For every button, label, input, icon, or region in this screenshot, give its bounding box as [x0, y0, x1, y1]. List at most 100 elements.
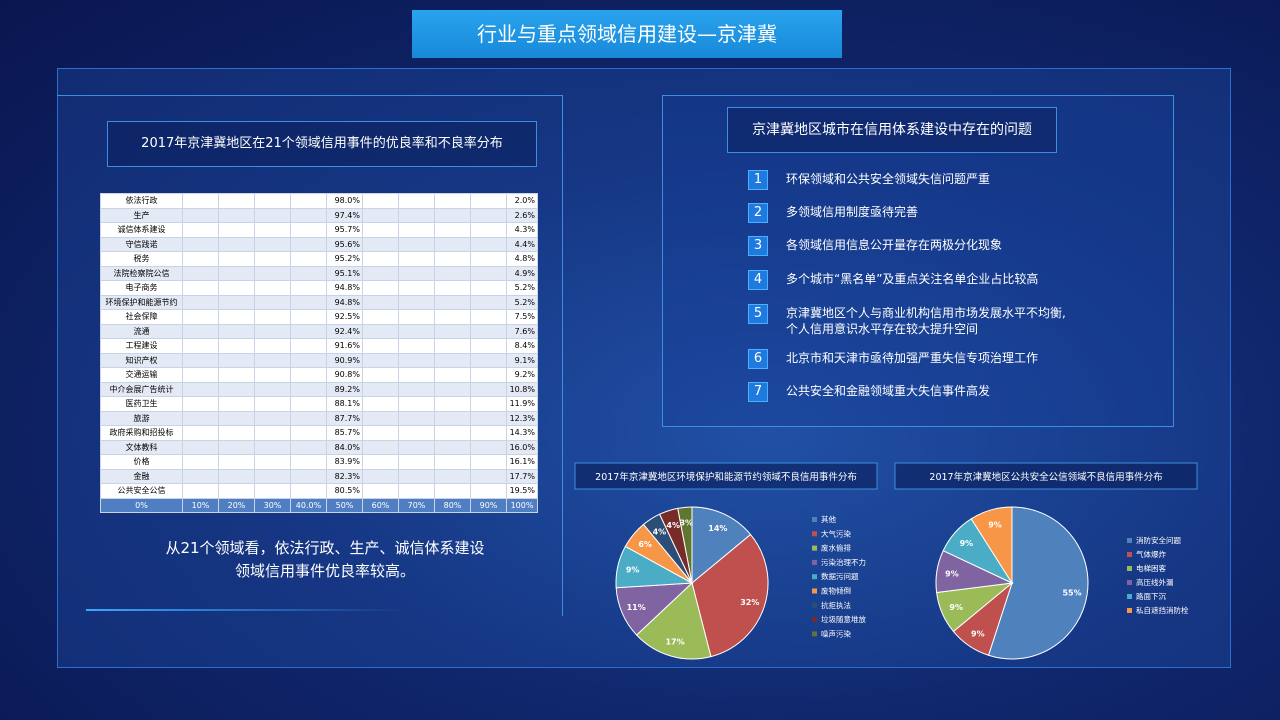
- table-row: 交通运输 90.8% 9.2%: [100, 367, 538, 383]
- table-cell: 法院检察院公信: [100, 265, 183, 281]
- empty-cell: [362, 352, 399, 368]
- legend-swatch: [1127, 538, 1132, 543]
- table-row: 公共安全公信 80.5% 19.5%: [100, 483, 538, 499]
- data-label: 9%: [945, 569, 959, 578]
- data-label: 11%: [627, 603, 646, 612]
- table-cell: 4.3%: [506, 222, 538, 238]
- data-label: 9%: [971, 629, 985, 638]
- legend-label: 污染治理不力: [821, 557, 866, 567]
- empty-cell: [182, 468, 219, 484]
- legend-label: 废物倾倒: [821, 586, 851, 596]
- axis-label: 60%: [362, 497, 399, 513]
- problem-number: 3: [748, 236, 768, 256]
- table-row: 法院检察院公信 95.1% 4.9%: [100, 265, 538, 281]
- empty-cell: [218, 352, 255, 368]
- table-cell: 文体教科: [100, 439, 183, 455]
- empty-cell: [434, 323, 471, 339]
- empty-cell: [218, 468, 255, 484]
- empty-cell: [362, 381, 399, 397]
- legend-label: 私自遮挡消防栓: [1136, 605, 1189, 615]
- table-cell: 97.4%: [326, 207, 363, 223]
- data-label: 3%: [679, 518, 693, 527]
- legend-swatch: [812, 602, 817, 608]
- data-label: 32%: [740, 598, 759, 607]
- axis-label: 20%: [218, 497, 255, 513]
- empty-cell: [398, 410, 435, 426]
- legend-swatch: [812, 559, 817, 565]
- table-wrap: 依法行政 98.0% 2.0% 生产 97.4% 2.6% 诚信体系建设 95.7% 4.3% 守…: [100, 193, 538, 513]
- table-cell: 10.8%: [506, 381, 538, 397]
- axis-label: 100%: [506, 497, 538, 513]
- legend-label: 抗拒执法: [821, 600, 851, 610]
- table-cell: 12.3%: [506, 410, 538, 426]
- data-label: 55%: [1062, 589, 1081, 598]
- axis-label: 0%: [100, 497, 183, 513]
- pie-title-box: [574, 462, 878, 490]
- problem-number: 4: [748, 270, 768, 290]
- table-cell: 2.6%: [506, 207, 538, 223]
- legend-swatch: [1127, 552, 1132, 557]
- empty-cell: [470, 207, 507, 223]
- table-cell: 诚信体系建设: [100, 222, 183, 238]
- legend-swatch: [1127, 594, 1132, 599]
- page-title: 行业与重点领域信用建设—京津冀: [412, 10, 842, 58]
- table-cell: 5.2%: [506, 294, 538, 310]
- table-cell: 90.9%: [326, 352, 363, 368]
- table-row: 守信践诺 95.6% 4.4%: [100, 236, 538, 252]
- empty-cell: [290, 468, 327, 484]
- note-line: 从21个领域看，依法行政、生产、诚信体系建设: [165, 539, 485, 557]
- table-row: 流通 92.4% 7.6%: [100, 323, 538, 339]
- legend-label: 大气污染: [821, 528, 851, 538]
- empty-cell: [398, 439, 435, 455]
- empty-cell: [254, 468, 291, 484]
- table-cell: 87.7%: [326, 410, 363, 426]
- data-label: 4%: [653, 528, 667, 537]
- table-cell: 依法行政: [100, 193, 183, 209]
- problem-title: 京津冀地区城市在信用体系建设中存在的问题: [727, 107, 1057, 153]
- legend-swatch: [812, 574, 817, 580]
- legend-label: 路面下沉: [1136, 591, 1166, 601]
- table-cell: 19.5%: [506, 483, 538, 499]
- data-label: 14%: [708, 524, 727, 533]
- pie-slice: [635, 582, 712, 660]
- empty-cell: [254, 439, 291, 455]
- divider: [86, 609, 406, 611]
- table-cell: 4.8%: [506, 251, 538, 267]
- table-cell: 95.1%: [326, 265, 363, 281]
- data-label: 6%: [638, 540, 652, 549]
- table-row: 中介会展广告统计 89.2% 10.8%: [100, 381, 538, 397]
- empty-cell: [434, 439, 471, 455]
- problem-line: 多领域信用制度亟待完善: [786, 205, 919, 219]
- table-cell: 95.6%: [326, 236, 363, 252]
- axis-row: 0% 10% 20% 30% 40.0% 50% 60% 70% 80% 90% 100%: [100, 497, 538, 513]
- pie-slice: [691, 533, 769, 658]
- data-label: 9%: [949, 603, 963, 612]
- legend-swatch: [1127, 580, 1132, 585]
- empty-cell: [398, 236, 435, 252]
- empty-cell: [218, 439, 255, 455]
- legend-label: 垃圾随意堆放: [821, 614, 866, 624]
- problem-line: 个人信用意识水平存在较大提升空间: [786, 322, 979, 336]
- table-title: 2017年京津冀地区在21个领域信用事件的优良率和不良率分布: [107, 121, 537, 167]
- table-row: 依法行政 98.0% 2.0%: [100, 193, 538, 209]
- legend-label: 噪声污染: [821, 628, 851, 638]
- legend-label: 其他: [821, 514, 836, 524]
- legend-swatch: [812, 617, 817, 623]
- empty-cell: [290, 207, 327, 223]
- empty-cell: [254, 207, 291, 223]
- empty-cell: [398, 294, 435, 310]
- table-cell: 生产: [100, 207, 183, 223]
- table-row: 环境保护和能源节约 94.8% 5.2%: [100, 294, 538, 310]
- pie-title: 2017年京津冀地区环境保护和能源节约领域不良信用事件分布: [595, 471, 857, 483]
- legend-label: 消防安全问题: [1136, 535, 1181, 545]
- empty-cell: [434, 236, 471, 252]
- legend-swatch: [812, 531, 817, 537]
- legend-swatch: [812, 631, 817, 637]
- left-frame: [57, 95, 563, 616]
- problem-line: 北京市和天津市亟待加强严重失信专项治理工作: [786, 351, 1039, 365]
- empty-cell: [434, 207, 471, 223]
- table-row: 政府采购和招投标 85.7% 14.3%: [100, 425, 538, 441]
- table-row: 文体教科 84.0% 16.0%: [100, 439, 538, 455]
- empty-cell: [470, 352, 507, 368]
